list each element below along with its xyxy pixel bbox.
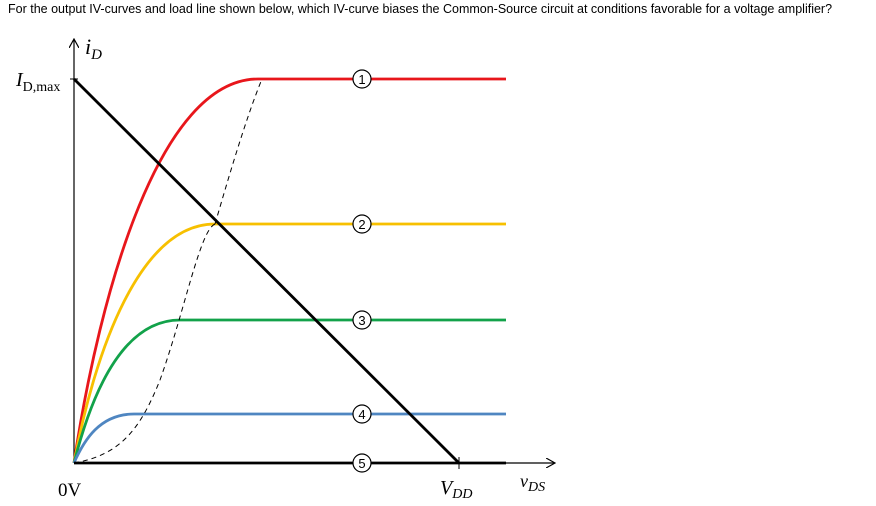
svg-text:5: 5 xyxy=(358,456,365,471)
iv-curve-3 xyxy=(72,318,506,464)
x-axis-label: vDS xyxy=(520,471,545,495)
id-max-label: ID,max xyxy=(15,69,60,95)
svg-text:1: 1 xyxy=(358,72,365,87)
origin-label: 0V xyxy=(58,480,82,501)
iv-curve-2 xyxy=(72,222,506,464)
iv-curve-1 xyxy=(72,77,506,464)
curve-label-3: 3 xyxy=(352,310,372,330)
y-axis-label: iD xyxy=(85,34,102,63)
vdd-label: VDD xyxy=(440,477,472,502)
svg-text:2: 2 xyxy=(358,217,365,232)
curve-label-4: 4 xyxy=(352,404,372,424)
svg-text:3: 3 xyxy=(358,313,365,328)
curve-label-5: 5 xyxy=(352,453,372,473)
curve-label-1: 1 xyxy=(352,69,372,89)
iv-curve-4 xyxy=(72,412,506,464)
saturation-boundary xyxy=(73,78,263,464)
svg-text:4: 4 xyxy=(358,407,365,422)
curve-label-2: 2 xyxy=(352,214,372,234)
question-text: For the output IV-curves and load line s… xyxy=(8,2,833,16)
load-line xyxy=(73,78,460,464)
